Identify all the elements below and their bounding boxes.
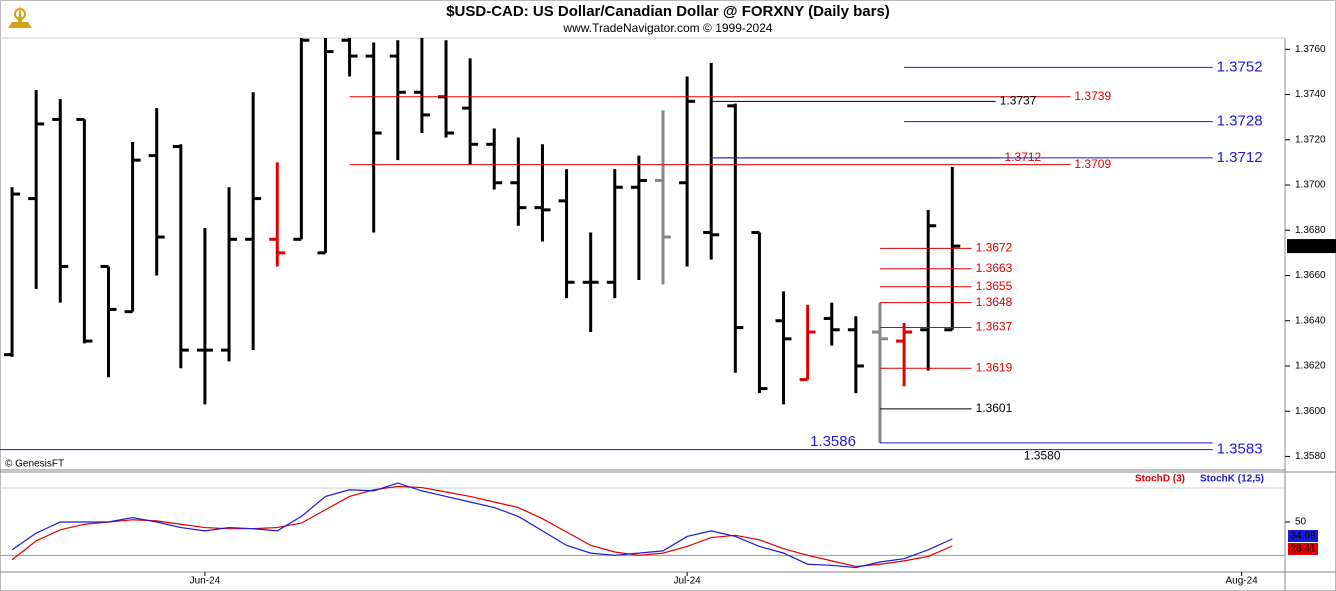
y-tick-label: 1.3740 bbox=[1295, 89, 1326, 100]
last-value-box bbox=[1288, 530, 1318, 543]
price-level-label: 1.3737 bbox=[1000, 94, 1037, 108]
price-level-label: 1.3663 bbox=[976, 261, 1013, 275]
y-tick-label: 50 bbox=[1295, 517, 1307, 528]
y-tick-label: 1.3640 bbox=[1295, 315, 1326, 326]
price-level-label: 1.3655 bbox=[976, 279, 1013, 293]
last-value-box bbox=[1288, 542, 1318, 555]
price-level-label: 1.3739 bbox=[1074, 89, 1111, 103]
last-price: 1.3673 bbox=[1296, 241, 1327, 252]
price-level-label: 1.3601 bbox=[976, 401, 1013, 415]
price-level-label: 1.3648 bbox=[976, 295, 1013, 309]
y-tick-label: 1.3580 bbox=[1295, 451, 1326, 462]
price-level-label: 1.3712 bbox=[1005, 150, 1042, 164]
price-level-label: 1.3752 bbox=[1217, 58, 1263, 75]
y-tick-label: 1.3620 bbox=[1295, 361, 1326, 372]
price-level-label: 1.3580 bbox=[1024, 449, 1061, 463]
price-level-label: 1.3728 bbox=[1217, 113, 1263, 130]
x-tick-label: Jun-24 bbox=[190, 576, 221, 587]
last-price-box bbox=[1287, 239, 1336, 254]
y-tick-label: 1.3720 bbox=[1295, 134, 1326, 145]
legend-label: StochK (12,5) bbox=[1200, 474, 1264, 485]
price-level-label: 1.3709 bbox=[1074, 157, 1111, 171]
y-tick-label: 1.3700 bbox=[1295, 180, 1326, 191]
y-tick-label: 1.3660 bbox=[1295, 270, 1326, 281]
price-level-label: 1.3586 bbox=[810, 433, 856, 450]
legend-label: StochD (3) bbox=[1135, 474, 1185, 485]
x-tick-label: Aug-24 bbox=[1225, 576, 1258, 587]
price-level-label: 1.3637 bbox=[976, 320, 1013, 334]
price-level-label: 1.3583 bbox=[1217, 441, 1263, 458]
y-tick-label: 1.3680 bbox=[1295, 225, 1326, 236]
y-tick-label: 1.3600 bbox=[1295, 406, 1326, 417]
last-value: 28.41 bbox=[1290, 544, 1315, 555]
source: © GenesisFT bbox=[5, 459, 64, 470]
stoch-line bbox=[11, 485, 953, 568]
price-level-label: 1.3672 bbox=[976, 241, 1013, 255]
last-value: 34.69 bbox=[1290, 531, 1315, 542]
y-tick-label: 1.3760 bbox=[1295, 44, 1326, 55]
x-tick-label: Jul-24 bbox=[673, 576, 701, 587]
chart-subtitle: www.TradeNavigator.com © 1999-2024 bbox=[562, 21, 772, 35]
logo bbox=[8, 4, 32, 28]
chart-title: $USD-CAD: US Dollar/Canadian Dollar @ FO… bbox=[446, 3, 890, 20]
price-level-label: 1.3619 bbox=[976, 360, 1013, 374]
price-level-label: 1.3712 bbox=[1217, 149, 1263, 166]
stoch-line bbox=[11, 482, 953, 569]
